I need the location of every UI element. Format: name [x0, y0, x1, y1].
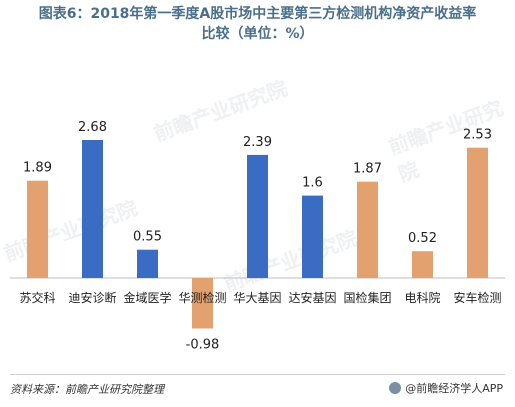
source-note: 资料来源：前瞻产业研究院整理 — [10, 383, 164, 396]
value-label-9: 2.53 — [463, 128, 492, 143]
bar-1 — [27, 180, 48, 278]
bar-2 — [82, 140, 103, 278]
category-label-2: 迪安诊断 — [68, 290, 116, 305]
value-label-6: 1.6 — [302, 176, 323, 191]
bar-6 — [302, 195, 323, 278]
credit-text: @前瞻经济学人APP — [405, 382, 503, 395]
category-label-9: 安车检测 — [453, 290, 501, 305]
title-line-1: 图表6：2018年第一季度A股市场中主要第三方检测机构净资产收益率 — [38, 6, 477, 22]
footer-divider — [10, 374, 505, 375]
bar-8 — [412, 251, 433, 278]
value-label-7: 1.87 — [353, 162, 382, 177]
bar-5 — [247, 154, 268, 278]
category-label-1: 苏交科 — [19, 290, 55, 305]
title-line-2: 比较（单位：%） — [201, 26, 314, 42]
category-label-4: 华测检测 — [178, 290, 226, 305]
category-label-7: 国检集团 — [343, 290, 391, 305]
value-label-4: -0.98 — [186, 338, 220, 353]
credit: @前瞻经济学人APP — [389, 380, 503, 396]
value-label-8: 0.52 — [408, 231, 437, 246]
chart-title: 图表6：2018年第一季度A股市场中主要第三方检测机构净资产收益率 比较（单位：… — [0, 4, 515, 44]
bar-9 — [467, 147, 488, 278]
value-label-2: 2.68 — [78, 120, 107, 135]
bar-3 — [137, 249, 158, 278]
value-label-1: 1.89 — [23, 161, 52, 176]
app-logo-icon — [389, 382, 402, 394]
bar-7 — [357, 181, 378, 278]
bar-4 — [192, 278, 213, 329]
category-label-8: 电科院 — [404, 291, 440, 305]
category-label-5: 华大基因 — [233, 291, 281, 305]
category-label-3: 金域医学 — [123, 290, 171, 305]
category-label-6: 达安基因 — [288, 290, 336, 305]
value-label-3: 0.55 — [133, 230, 162, 245]
value-label-5: 2.39 — [243, 135, 272, 150]
